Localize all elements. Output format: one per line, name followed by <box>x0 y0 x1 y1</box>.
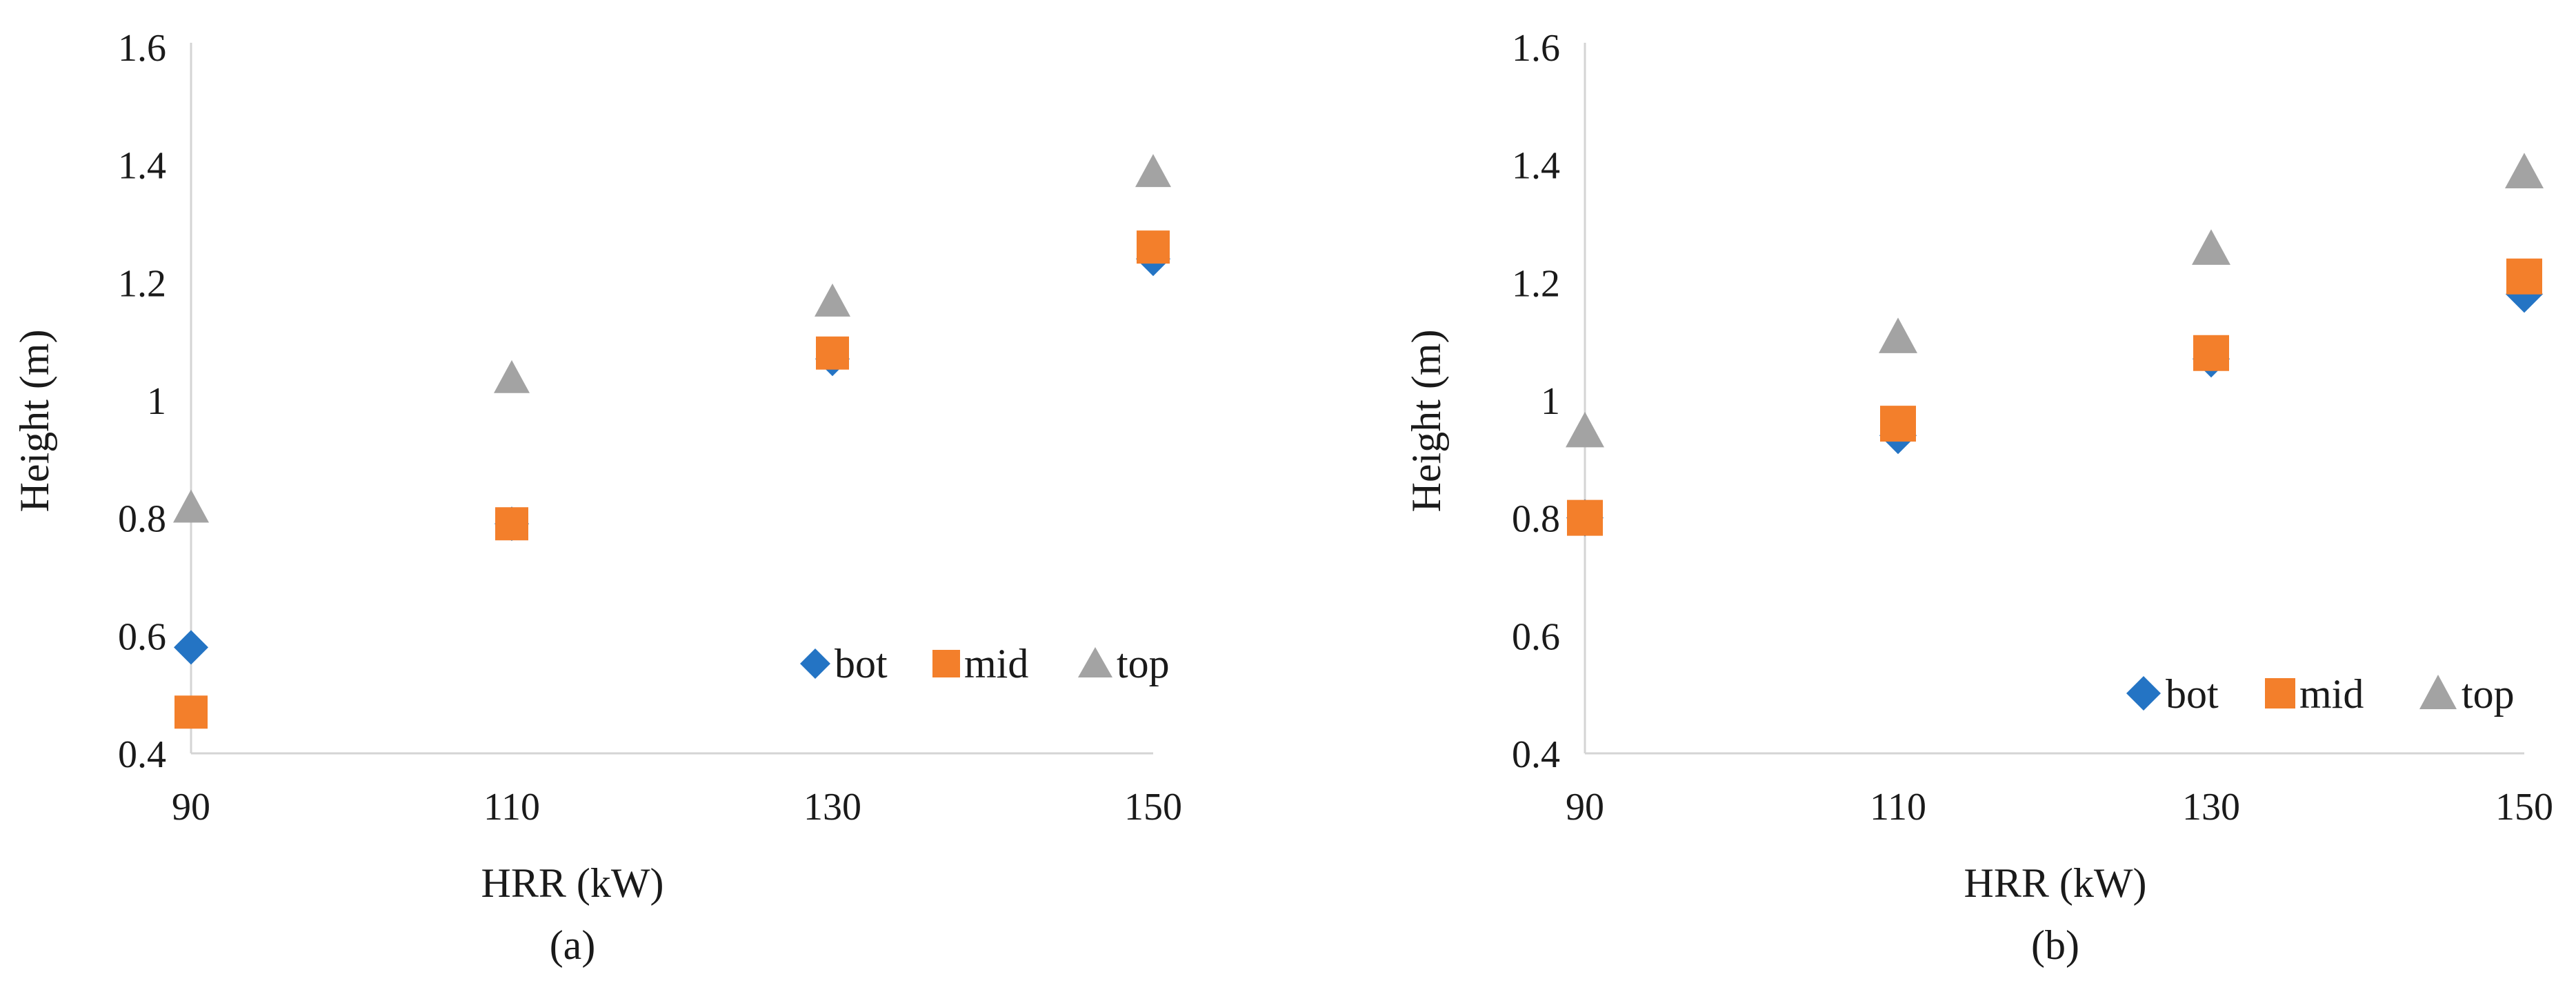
x-axis-title: HRR (kW) <box>481 860 664 906</box>
y-tick-label: 1.4 <box>118 145 166 188</box>
data-point-mid <box>495 507 528 541</box>
x-tick-label: 150 <box>1124 786 1182 829</box>
y-tick-label: 1.2 <box>1512 262 1560 305</box>
y-tick-label: 1 <box>1541 380 1560 423</box>
series-mid <box>1567 258 2542 536</box>
y-axis-title: Height (m) <box>12 330 57 513</box>
x-tick-label: 130 <box>803 786 861 829</box>
legend-marker-top <box>1078 647 1112 677</box>
y-tick-label: 0.6 <box>1512 615 1560 658</box>
legend-label-bot: bot <box>835 641 888 686</box>
data-point-top <box>1135 154 1171 188</box>
y-tick-label: 0.4 <box>1512 733 1560 776</box>
data-point-mid <box>816 336 849 370</box>
legend-label-top: top <box>1117 641 1170 686</box>
data-point-top <box>173 489 209 523</box>
legend-label-top: top <box>2462 671 2515 717</box>
y-tick-label: 1.4 <box>1512 145 1560 188</box>
data-point-mid <box>1137 230 1170 264</box>
x-tick-label: 90 <box>1566 786 1604 829</box>
x-tick-label: 110 <box>483 786 540 829</box>
legend-marker-mid <box>2265 678 2295 708</box>
x-tick-label: 130 <box>2182 786 2240 829</box>
series-top <box>173 154 1171 523</box>
series-top <box>1566 152 2544 448</box>
data-point-bot <box>174 630 208 665</box>
y-tick-label: 0.8 <box>118 498 166 541</box>
x-axis-title: HRR (kW) <box>1964 860 2147 906</box>
legend-label-mid: mid <box>2299 671 2364 717</box>
y-tick-label: 1.6 <box>1512 27 1560 70</box>
chart-panel-a: Height (m) HRR (kW) (a) bot mid top 0.4 0… <box>12 27 1182 968</box>
y-tick-label: 0.6 <box>118 615 166 658</box>
y-tick-label: 1 <box>147 380 166 423</box>
data-point-mid <box>2193 335 2229 371</box>
x-tick-label: 150 <box>2495 786 2553 829</box>
chart-panel-b: Height (m) HRR (kW) (b) bot mid top 0.4 0… <box>1404 27 2553 968</box>
data-point-mid <box>2506 258 2542 295</box>
chart-legend: bot mid top <box>2126 671 2515 717</box>
data-point-top <box>1879 317 1917 353</box>
data-point-mid <box>1880 406 1916 442</box>
data-point-mid <box>174 695 208 729</box>
x-tick-label: 110 <box>1870 786 1926 829</box>
y-tick-label: 1.6 <box>118 27 166 70</box>
x-tick-label: 90 <box>172 786 210 829</box>
y-tick-label: 0.4 <box>118 733 166 776</box>
panel-caption: (a) <box>550 922 596 968</box>
legend-marker-bot <box>2126 676 2161 711</box>
legend-marker-top <box>2419 675 2457 709</box>
legend-marker-mid <box>932 650 960 677</box>
chart-legend: bot mid top <box>800 641 1170 686</box>
data-point-top <box>815 284 850 317</box>
legend-label-bot: bot <box>2166 671 2219 717</box>
data-point-top <box>1566 411 1604 448</box>
data-point-mid <box>1567 499 1603 536</box>
legend-marker-bot <box>800 648 830 679</box>
legend-label-mid: mid <box>964 641 1028 686</box>
y-axis-title: Height (m) <box>1404 330 1449 513</box>
data-point-top <box>2192 229 2230 265</box>
data-point-top <box>2505 152 2544 188</box>
y-tick-label: 0.8 <box>1512 498 1560 541</box>
series-mid <box>174 230 1170 729</box>
panel-caption: (b) <box>2031 922 2079 968</box>
y-tick-label: 1.2 <box>118 262 166 305</box>
data-point-top <box>494 359 530 393</box>
